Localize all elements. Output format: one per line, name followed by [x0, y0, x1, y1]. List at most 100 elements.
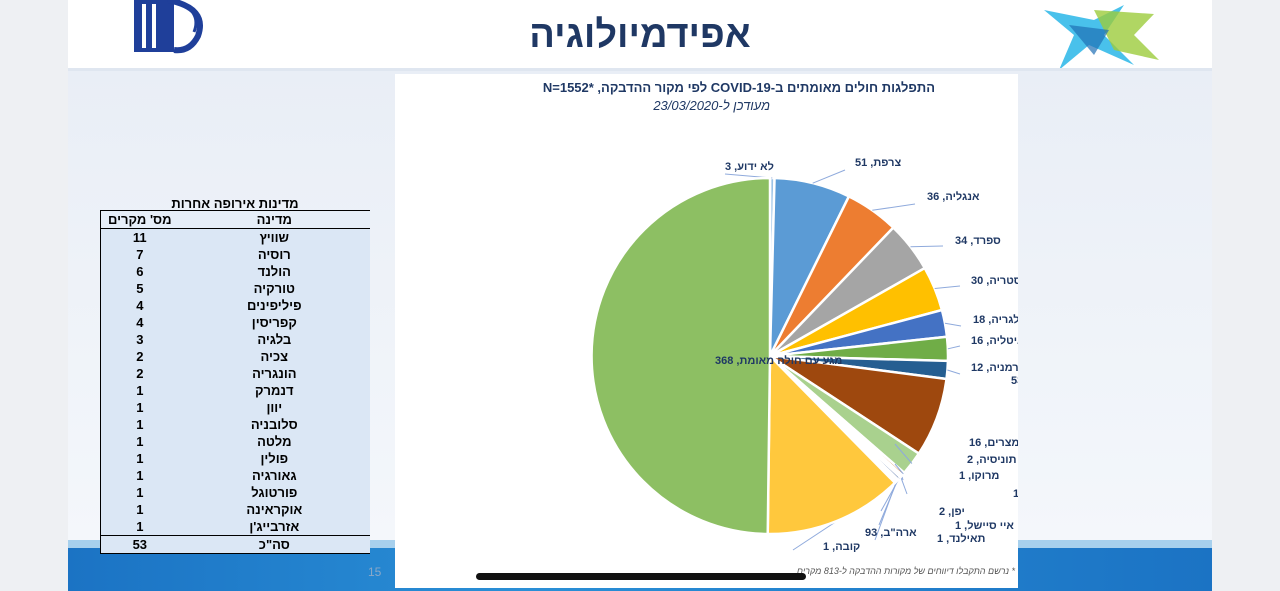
cases-cell: 1: [136, 468, 144, 483]
leader-line: [900, 476, 908, 495]
cases-cell: 7: [136, 247, 144, 262]
table-row: הונגריה 2: [101, 365, 371, 382]
country-cell: קפריסין: [251, 315, 297, 330]
country-cell: יוון: [266, 400, 283, 415]
chart-title: התפלגות חולים מאומתים ב-COVID-19 לפי מקו…: [542, 80, 935, 95]
slice-label: יפן, 2: [939, 506, 965, 518]
left-margin: [0, 0, 68, 591]
slice-label: בולגריה, 18: [973, 313, 1018, 326]
leader-line: [934, 285, 961, 289]
table-row: אוקראינה 1: [101, 501, 371, 518]
leader-line: [947, 345, 961, 350]
cases-cell: 1: [136, 383, 144, 398]
total-value: 53: [100, 535, 179, 554]
slice-label: צרפת, 51: [855, 157, 901, 169]
country-cell: טורקיה: [253, 281, 295, 296]
chart-panel: התפלגות חולים מאומתים ב-COVID-19 לפי מקו…: [395, 74, 1018, 588]
slice-label: תוניסיה, 2: [967, 454, 1017, 466]
table-row: סלובניה 1: [101, 416, 371, 433]
slice-label: לא ידוע, 3: [725, 160, 774, 173]
cases-cell: 1: [136, 485, 144, 500]
country-cell: הונגריה: [252, 366, 297, 381]
cases-cell: 4: [136, 315, 144, 330]
country-cell: פולין: [260, 451, 289, 466]
slide-title: אפידמיולוגיה: [529, 14, 751, 56]
table-row: פיליפינים 4: [101, 297, 371, 314]
country-cell: צכיה: [260, 349, 289, 364]
table-row: פורטוגל 1: [101, 484, 371, 501]
country-cell: מלטה: [257, 434, 292, 449]
pie-slice: [590, 176, 772, 536]
table-row: בלגיה 3: [101, 331, 371, 348]
slice-label: אנגליה, 36: [927, 190, 980, 203]
cases-cell: 1: [136, 400, 144, 415]
table-row: צכיה 2: [101, 348, 371, 365]
ministry-logo: [134, 0, 203, 54]
leader-line: [874, 481, 897, 541]
country-cell: הולנד: [257, 264, 291, 279]
header-cases: מס' מקרים: [100, 210, 179, 229]
table-row: שוויץ 11: [101, 229, 371, 247]
slice-label: דרום אפריקה, 1: [1013, 488, 1018, 500]
right-margin: [1212, 0, 1280, 591]
country-cell: שוויץ: [259, 230, 289, 245]
leader-line: [894, 443, 913, 464]
table-row: מלטה 1: [101, 433, 371, 450]
country-cell: פורטוגל: [251, 485, 298, 500]
cases-cell: 1: [136, 519, 144, 534]
pie-slice: [766, 352, 897, 536]
table-row: יוון 1: [101, 399, 371, 416]
cases-cell: 1: [136, 434, 144, 449]
table-row: רוסיה 7: [101, 246, 371, 263]
table-row: גאורגיה 1: [101, 467, 371, 484]
country-cell: בלגיה: [257, 332, 292, 347]
cases-cell: 3: [136, 332, 144, 347]
country-cell: סלובניה: [250, 417, 298, 432]
cases-cell: 11: [132, 230, 147, 245]
table-row: אזרבייג'ן 1: [101, 518, 371, 536]
slice-label: איי סיישל, 1: [955, 519, 1014, 532]
table-row: דנמרק 1: [101, 382, 371, 399]
header-divider: [68, 68, 1212, 71]
leader-line: [894, 463, 904, 475]
slice-label: גרמניה, 12: [971, 362, 1018, 374]
country-cell: דנמרק: [255, 383, 294, 398]
country-cell: אזרבייג'ן: [249, 519, 300, 534]
pie-chart: לא ידוע, 3 צרפת, 51 אנגליה, 36 ספרד, 34 אוסט…: [590, 157, 1018, 553]
cases-cell: 1: [136, 451, 144, 466]
leader-line: [944, 322, 962, 327]
leader-line: [812, 169, 846, 184]
chart-footnote: * נרשם התקבלו דיווחים של מקורות ההדבקה ל…: [796, 566, 1015, 576]
slide: אפידמיולוגיה 1 5 התפלגות חולים מאומתים ב-…: [68, 0, 1212, 591]
leader-line: [947, 369, 961, 375]
chart-subtitle: מעודכן ל-23/03/2020: [653, 98, 770, 113]
cases-cell: 4: [136, 298, 144, 313]
slice-label: איטליה, 16: [971, 334, 1018, 347]
table-title: מדינות אירופה אחרות: [171, 196, 299, 211]
cases-cell: 6: [136, 264, 144, 279]
total-label: סה"כ: [178, 535, 370, 554]
europe-countries-table: מדינה מס' מקרים שוויץ 11 רוסיה 7 הולנד 6 טורקי…: [100, 210, 370, 554]
horizontal-scrollbar[interactable]: [476, 573, 806, 580]
table-row: טורקיה 5: [101, 280, 371, 297]
header-country: מדינה: [178, 210, 370, 229]
table-total-row: סה"כ 53: [100, 535, 370, 554]
slice-label: מצרים, 16: [969, 437, 1018, 449]
cases-cell: 2: [136, 366, 144, 381]
leader-line: [910, 245, 944, 248]
country-cell: פיליפינים: [247, 298, 302, 313]
cases-cell: 1: [136, 502, 144, 517]
slice-label: מרוקו, 1: [959, 470, 999, 482]
table-row: קפריסין 4: [101, 314, 371, 331]
israel-logo: [1044, 5, 1159, 70]
country-cell: רוסיה: [257, 247, 291, 262]
country-cell: גאורגיה: [252, 468, 297, 483]
slice-label: ארה"ב, 93: [865, 527, 917, 539]
slice-label: מדינות אירופה אחרות, 53: [1011, 375, 1018, 387]
country-cell: אוקראינה: [246, 502, 303, 517]
slice-label: מגע עם חולה מאומת, 368: [715, 354, 842, 367]
cases-cell: 2: [136, 349, 144, 364]
cases-cell: 5: [136, 281, 144, 296]
table-row: הולנד 6: [101, 263, 371, 280]
slice-label: קובה, 1: [823, 541, 860, 553]
